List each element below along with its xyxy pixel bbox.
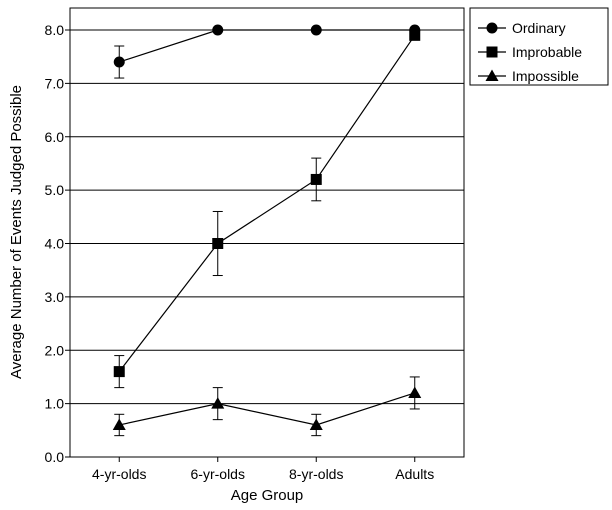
series-line-impossible (119, 392, 415, 426)
series-group (112, 24, 422, 437)
series-impossible (112, 376, 422, 437)
data-point-impossible (309, 418, 323, 430)
y-tick-label: 5.0 (45, 182, 65, 198)
data-point-ordinary (310, 24, 322, 36)
plot-area-frame (69, 7, 465, 458)
x-tick-label: 8-yr-olds (289, 466, 343, 482)
gridlines (70, 29, 464, 405)
legend-label: Impossible (512, 68, 579, 84)
y-axis: 0.0 1.0 2.0 3.0 4.0 5.0 6.0 7.0 8.0 (45, 22, 70, 465)
data-point-ordinary (113, 56, 125, 68)
x-tick-label: Adults (395, 466, 434, 482)
data-point-impossible (211, 397, 225, 409)
data-point-improbable (212, 238, 224, 249)
y-tick-label: 8.0 (45, 22, 65, 38)
legend-label: Ordinary (512, 20, 566, 36)
y-tick-label: 1.0 (45, 396, 65, 412)
series-improbable (113, 29, 421, 389)
y-axis-title: Average Number of Events Judged Possible (8, 85, 25, 379)
data-point-improbable (409, 29, 421, 41)
y-tick-label: 3.0 (45, 289, 65, 305)
series-line-ordinary (119, 29, 415, 63)
data-point-impossible (112, 418, 126, 430)
legend-item-improbable: Improbable (478, 44, 582, 60)
legend-marker-impossible (485, 69, 499, 81)
y-tick-label: 2.0 (45, 342, 65, 358)
y-tick-label: 4.0 (45, 236, 65, 252)
data-point-impossible (408, 386, 422, 398)
y-tick-label: 0.0 (45, 449, 65, 465)
x-tick-label: 4-yr-olds (92, 466, 146, 482)
data-point-improbable (310, 173, 322, 185)
data-point-improbable (113, 366, 125, 378)
legend: Ordinary Improbable Impossible (469, 7, 609, 86)
legend-item-impossible: Impossible (478, 68, 579, 84)
legend-marker-improbable (486, 46, 498, 58)
legend-item-ordinary: Ordinary (478, 20, 566, 36)
x-axis: 4-yr-olds 6-yr-olds 8-yr-olds Adults (92, 457, 434, 482)
y-tick-label: 7.0 (45, 75, 65, 91)
series-ordinary (113, 24, 421, 79)
legend-label: Improbable (512, 44, 582, 60)
x-tick-label: 6-yr-olds (191, 466, 245, 482)
series-line-improbable (118, 34, 416, 372)
legend-marker-ordinary (486, 22, 498, 34)
x-axis-title: Age Group (231, 487, 304, 504)
y-tick-label: 6.0 (45, 129, 65, 145)
data-point-ordinary (212, 24, 224, 36)
